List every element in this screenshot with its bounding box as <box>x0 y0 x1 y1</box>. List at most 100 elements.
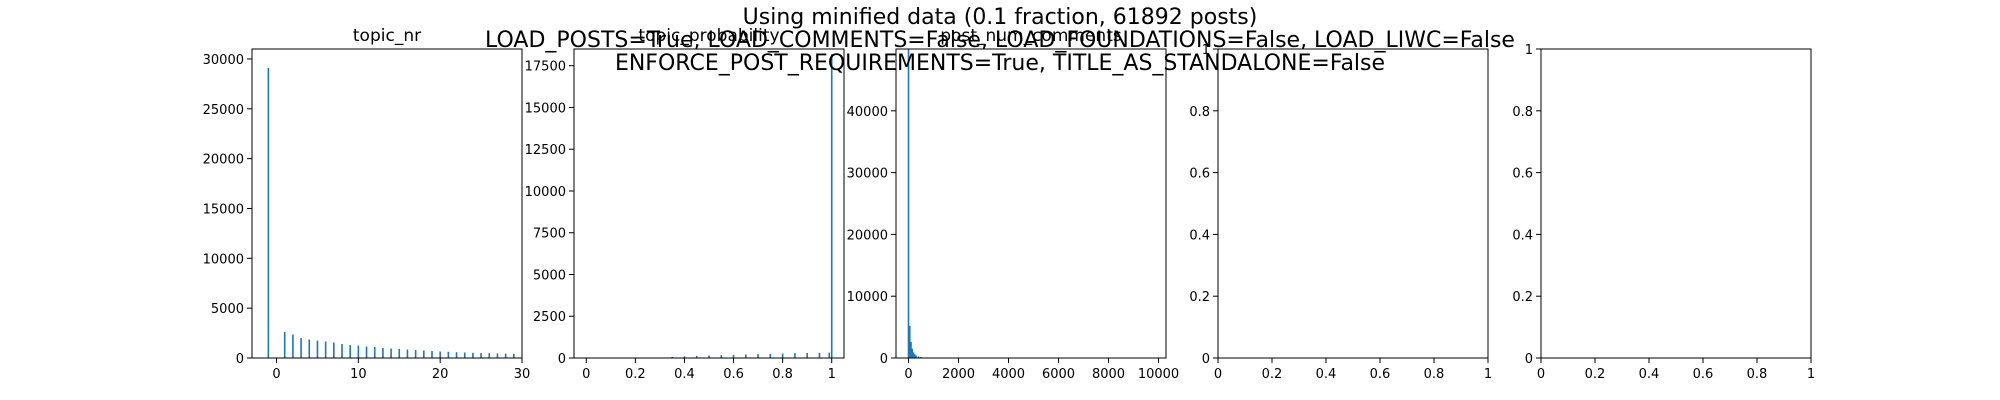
y-tick-label: 10000 <box>525 185 566 200</box>
x-tick-label: 0 <box>582 367 590 382</box>
histogram-bar <box>324 341 327 358</box>
histogram-bar <box>683 356 686 358</box>
histogram-bar <box>912 352 915 358</box>
x-tick-label: 0.4 <box>674 367 695 382</box>
y-tick-label: 20000 <box>203 153 244 168</box>
y-tick-label: 30000 <box>847 167 888 182</box>
subplot-3: 0 2000 4000 6000 8000 10000 0 10000 20000 30000 40… <box>847 26 1180 382</box>
subplot-4: 0 0.2 0.4 0.6 0.8 1 0 0.2 0.4 0.6 0.8 1 <box>1189 43 1492 382</box>
histogram-bar <box>308 339 311 358</box>
histogram-bar <box>292 334 294 358</box>
histogram-bar <box>757 354 759 358</box>
y-tick-label: 15000 <box>203 202 244 217</box>
y-tick-label: 1 <box>1525 43 1533 58</box>
bar-series <box>659 54 833 358</box>
histogram-bar <box>781 353 784 358</box>
histogram-bar <box>915 355 917 358</box>
histogram-bar <box>910 341 912 358</box>
y-tick-label: 7500 <box>533 227 566 242</box>
histogram-bar <box>794 353 796 358</box>
histogram-bar <box>267 67 270 358</box>
x-tick-label: 0.6 <box>1370 367 1391 382</box>
histogram-bar <box>708 355 710 358</box>
histogram-bar <box>382 348 384 358</box>
histogram-bar <box>911 348 914 358</box>
histogram-bar <box>907 49 910 358</box>
figure-suptitle-line-2: LOAD_POSTS=True, LOAD_COMMENTS=False, LO… <box>485 28 1515 53</box>
figure-suptitle-line-3: ENFORCE_POST_REQUIREMENTS=True, TITLE_AS… <box>615 51 1385 76</box>
subplot-1: 0 10 20 30 0 5000 10000 15000 20000 25000 30000 top… <box>203 26 531 382</box>
x-tick-label: 0 <box>1537 367 1545 382</box>
histogram-bar <box>828 352 831 358</box>
histogram-bar <box>488 353 491 358</box>
histogram-bar <box>463 352 466 358</box>
histogram-bar <box>720 355 723 358</box>
subplot-title: post_num_comments <box>940 26 1122 46</box>
subplot-5: 0 0.2 0.4 0.6 0.8 1 0 0.2 0.4 0.6 0.8 1 <box>1512 43 1815 382</box>
histogram-bar <box>341 344 343 358</box>
x-tick-label: 0.8 <box>772 367 793 382</box>
x-tick-label: 0.2 <box>625 367 646 382</box>
figure-suptitle-line-1: Using minified data (0.1 fraction, 61892… <box>743 5 1258 30</box>
x-tick-label: 0 <box>1214 367 1222 382</box>
histogram-bar <box>917 356 920 358</box>
histogram-bar <box>496 353 499 358</box>
x-tick-label: 1 <box>828 367 836 382</box>
histogram-bar <box>390 348 392 358</box>
histogram-bar <box>732 354 735 358</box>
histogram-bar <box>373 347 376 358</box>
x-tick-label: 20 <box>432 367 449 382</box>
y-tick-label: 0 <box>236 352 244 367</box>
x-tick-label: 0.2 <box>1262 367 1283 382</box>
x-tick-label: 0.2 <box>1585 367 1606 382</box>
axes-frame <box>573 48 845 359</box>
histogram-bar <box>455 352 458 358</box>
x-tick-label: 0 <box>272 367 280 382</box>
histogram-bar <box>513 353 515 358</box>
histogram-bar <box>431 351 433 358</box>
histogram-bar <box>480 353 482 358</box>
y-tick-label: 5000 <box>533 268 566 283</box>
histogram-bar <box>349 345 351 358</box>
x-tick-label: 0.4 <box>1639 367 1660 382</box>
y-tick-label: 0.6 <box>1189 167 1210 182</box>
axes-frame <box>895 48 1167 359</box>
histogram-bar <box>333 342 335 358</box>
x-tick-label: 6000 <box>1042 367 1075 382</box>
subplot-title: topic_nr <box>353 26 421 46</box>
histogram-bar <box>830 54 833 358</box>
y-tick-label: 0.2 <box>1512 290 1533 305</box>
x-tick-label: 1 <box>1484 367 1492 382</box>
x-tick-label: 0.8 <box>1424 367 1445 382</box>
histogram-bar <box>913 354 916 358</box>
histogram-bar <box>504 353 507 358</box>
y-tick-label: 17500 <box>525 60 566 75</box>
y-tick-label: 20000 <box>847 228 888 243</box>
y-tick-label: 2500 <box>533 310 566 325</box>
histogram-bar <box>806 352 808 358</box>
subplot-title: topic_probability <box>638 26 779 46</box>
x-tick-label: 30 <box>514 367 531 382</box>
histogram-bar <box>300 338 302 358</box>
y-tick-label: 0 <box>1525 352 1533 367</box>
x-tick-label: 4000 <box>992 367 1025 382</box>
y-tick-label: 40000 <box>847 105 888 120</box>
y-tick-label: 0.8 <box>1512 105 1533 120</box>
y-tick-label: 0 <box>1202 352 1210 367</box>
x-tick-label: 10000 <box>1138 367 1179 382</box>
y-tick-label: 0.8 <box>1189 105 1210 120</box>
bar-series <box>267 67 515 358</box>
y-tick-label: 15000 <box>525 101 566 116</box>
bar-series <box>907 49 935 358</box>
x-tick-label: 8000 <box>1092 367 1125 382</box>
histogram-bar <box>398 349 401 358</box>
y-tick-label: 30000 <box>203 53 244 68</box>
x-tick-label: 0.4 <box>1316 367 1337 382</box>
axes-frame <box>1540 48 1812 359</box>
axes-frame <box>251 48 523 359</box>
histogram-bar <box>769 353 772 358</box>
histogram-bar <box>283 332 286 358</box>
histogram-bar <box>695 355 698 358</box>
axes-frame <box>1217 48 1489 359</box>
